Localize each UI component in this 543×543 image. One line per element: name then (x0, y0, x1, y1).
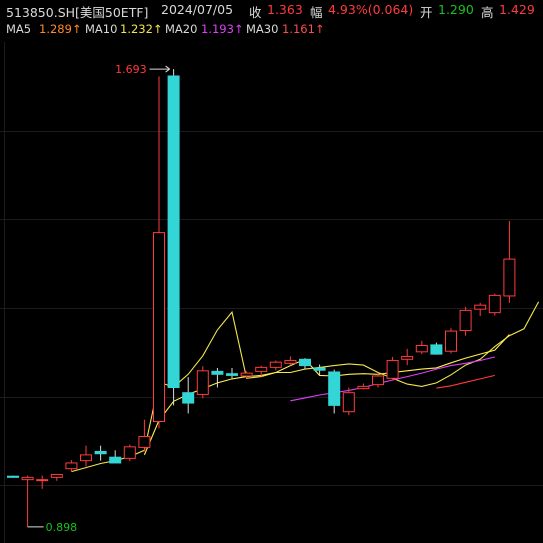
candle-body (123, 446, 136, 459)
candle (138, 419, 151, 452)
candle-body (445, 330, 457, 352)
ma10-value: 1.232↑ (120, 22, 163, 36)
candle-body (401, 355, 414, 360)
candle (503, 221, 516, 303)
candle-body (430, 344, 443, 355)
candle (21, 475, 34, 527)
candle-body (153, 232, 165, 422)
candle-body (226, 373, 238, 376)
candle-body (94, 450, 107, 455)
candle (328, 369, 341, 414)
ma5-line (71, 301, 540, 473)
change-label: 幅 (310, 5, 323, 20)
candle (196, 366, 209, 399)
candle-body (240, 372, 253, 377)
candle (445, 328, 457, 354)
candle (430, 342, 443, 355)
candle (313, 364, 326, 375)
candle-body (328, 371, 341, 406)
candle-body (342, 392, 355, 413)
candle (401, 348, 414, 366)
candle-body (503, 258, 516, 297)
candle-body (196, 370, 209, 395)
candle (342, 387, 355, 416)
candle-body (386, 359, 399, 379)
candle-body (299, 358, 311, 367)
candle (269, 360, 282, 371)
max-arrow (165, 65, 170, 73)
candle (167, 69, 180, 406)
candle (255, 365, 268, 377)
ma5-label: MA5 (6, 22, 32, 36)
change-value: 4.93%(0.064) (328, 2, 414, 17)
candle (65, 460, 78, 472)
candle-body (50, 473, 63, 478)
candlestick-chart[interactable]: 1.693 0.898 (0, 42, 543, 543)
candle (94, 445, 107, 461)
high-value: 1.429 (499, 2, 535, 17)
candles (7, 69, 516, 527)
candle-body (313, 367, 326, 371)
candle (299, 358, 311, 370)
ma5-value: 1.289↑ (39, 22, 82, 36)
candle (357, 383, 370, 390)
high-label: 高 (481, 5, 494, 20)
candle (488, 293, 501, 316)
ma20-label: MA20 (165, 22, 198, 36)
candle-body (372, 375, 384, 386)
candle (284, 356, 297, 366)
ma20-value: 1.193↑ (201, 22, 244, 36)
candle (36, 475, 49, 489)
candle-body (167, 75, 180, 389)
candle-body (474, 304, 487, 310)
candle-body (109, 456, 122, 464)
candle (182, 377, 195, 414)
max-price-label: 1.693 (115, 63, 147, 76)
candle-body (284, 359, 297, 364)
candle (153, 76, 165, 429)
candle (386, 356, 399, 381)
chart-grid (0, 42, 543, 543)
candle (474, 302, 487, 317)
ma30-value: 1.161↑ (282, 22, 325, 36)
candle-body (65, 462, 78, 470)
candle (372, 373, 384, 388)
candle-body (21, 476, 34, 481)
candle (240, 371, 253, 379)
candle (80, 445, 92, 467)
candle (50, 473, 63, 481)
candle-body (211, 370, 224, 375)
candle-body (80, 454, 92, 462)
open-value: 1.290 (438, 2, 474, 17)
candle (226, 367, 238, 379)
quote-header: 513850.SH[美国50ETF] 2024/07/05 收 1.363 幅 … (0, 2, 543, 20)
candle-body (459, 309, 472, 332)
ma30-line (436, 374, 495, 389)
annotations: 1.693 0.898 (27, 63, 170, 534)
open-label: 开 (420, 5, 433, 20)
ma30-label: MA30 (246, 22, 279, 36)
candle-body (269, 361, 282, 368)
symbol-label: 513850.SH[美国50ETF] (6, 5, 149, 20)
ma-legend: MA5 1.289↑ MA10 1.232↑ MA20 1.193↑ MA30 … (0, 22, 543, 38)
close-label: 收 (249, 5, 262, 20)
candle (109, 450, 122, 464)
close-value: 1.363 (267, 2, 303, 17)
candle-body (415, 344, 428, 353)
candle-body (36, 479, 49, 482)
candle-body (488, 294, 501, 314)
candle (415, 340, 428, 355)
candle (123, 444, 136, 462)
candle-body (182, 392, 195, 404)
candle-body (7, 475, 19, 478)
date-label: 2024/07/05 (161, 2, 234, 17)
candle-body (138, 435, 151, 448)
candle (459, 306, 472, 336)
candle-body (255, 366, 268, 372)
candle-body (357, 385, 370, 390)
ma10-label: MA10 (85, 22, 118, 36)
min-price-label: 0.898 (46, 521, 78, 534)
candle (7, 475, 19, 478)
candle (211, 367, 224, 388)
